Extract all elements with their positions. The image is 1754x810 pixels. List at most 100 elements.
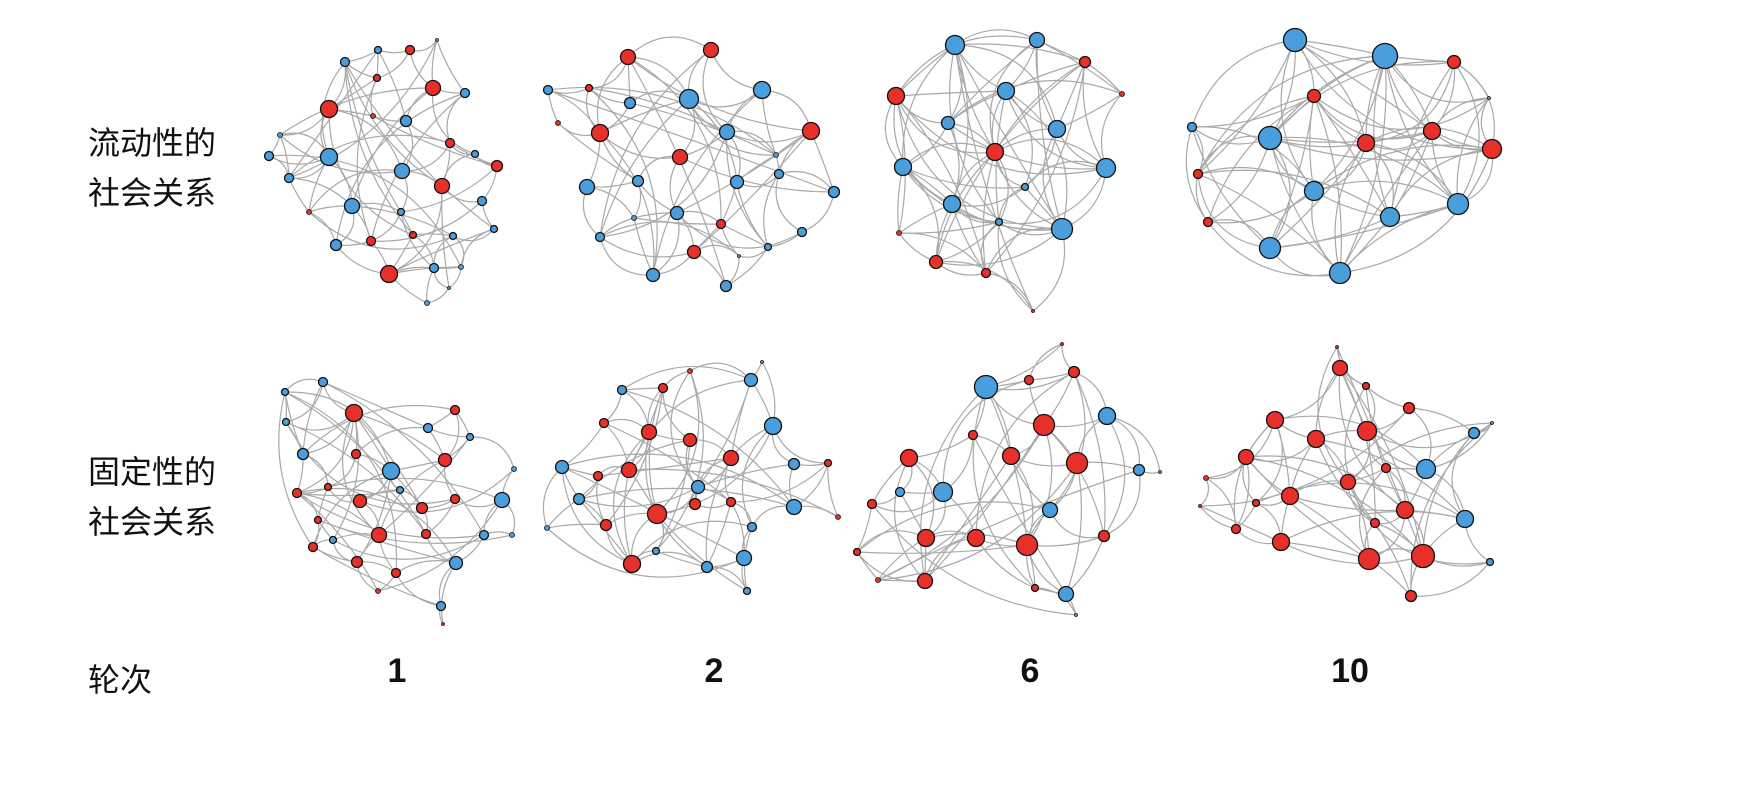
edge <box>895 95 987 274</box>
edge <box>877 469 1140 581</box>
edge <box>1197 173 1341 274</box>
red-node <box>1369 517 1381 529</box>
edge <box>676 212 803 249</box>
edge <box>720 223 769 248</box>
edge <box>1374 522 1412 597</box>
edge <box>351 205 454 237</box>
edge <box>1453 61 1480 205</box>
edge <box>627 56 812 132</box>
red-node <box>1001 446 1021 466</box>
blue-node <box>280 387 290 397</box>
edge <box>599 132 655 276</box>
red-node <box>350 448 362 460</box>
edge <box>327 477 503 501</box>
edge <box>1005 90 1068 230</box>
edge <box>621 387 664 391</box>
edge <box>1197 39 1296 175</box>
edge <box>312 546 442 607</box>
edge <box>935 228 1063 266</box>
edge <box>599 236 654 276</box>
edge <box>902 166 1063 231</box>
edge <box>1456 97 1490 205</box>
edge <box>951 203 1063 231</box>
edge <box>561 466 633 565</box>
edge <box>951 44 969 205</box>
red-node <box>1271 532 1291 552</box>
edge <box>1197 55 1386 175</box>
edge <box>547 89 559 124</box>
edge <box>1269 203 1459 249</box>
edge <box>761 361 776 427</box>
edge <box>308 211 454 250</box>
red-node <box>590 123 610 143</box>
blue-node <box>690 479 706 495</box>
edge <box>1431 97 1490 132</box>
blue-node <box>893 157 913 177</box>
blue-node <box>1257 125 1283 151</box>
edge <box>322 381 485 536</box>
edge <box>561 453 795 508</box>
red-node <box>291 487 303 499</box>
blue-node <box>448 231 458 241</box>
edge <box>877 424 1045 581</box>
red-node <box>966 528 986 548</box>
red-node <box>352 493 368 509</box>
edge <box>412 234 435 269</box>
edge <box>296 492 485 539</box>
edge <box>688 89 763 108</box>
red-node <box>390 567 402 579</box>
edge <box>1336 346 1424 557</box>
red-node <box>598 417 610 429</box>
edge <box>308 211 337 246</box>
blue-node <box>396 207 406 217</box>
edge <box>1207 190 1315 224</box>
edge <box>546 527 745 578</box>
red-node <box>646 503 668 525</box>
edge <box>322 381 429 429</box>
edge <box>426 267 435 304</box>
blue-node <box>1328 261 1352 285</box>
edge <box>997 221 1034 312</box>
blue-node <box>796 226 808 238</box>
edge <box>741 425 774 528</box>
red-node <box>1306 88 1322 104</box>
edge <box>344 61 495 230</box>
edge <box>697 379 752 488</box>
edge <box>810 130 835 193</box>
blue-node <box>329 238 343 252</box>
blue-node <box>489 224 499 234</box>
edge <box>599 98 690 238</box>
edge <box>919 386 987 582</box>
edge <box>652 212 680 276</box>
blue-node <box>459 87 471 99</box>
edge <box>623 469 633 565</box>
edge <box>1313 144 1493 192</box>
blue-node <box>493 491 511 509</box>
edge <box>285 381 324 423</box>
edge <box>1191 126 1271 249</box>
edge <box>801 191 835 233</box>
edge <box>972 386 1036 589</box>
edge <box>1347 481 1491 565</box>
edge <box>1313 55 1386 192</box>
blue-node <box>631 215 637 221</box>
blue-node <box>277 132 283 138</box>
edge <box>628 379 752 471</box>
edge <box>285 412 355 431</box>
edge <box>954 44 1063 230</box>
blue-node <box>1020 182 1030 192</box>
blue-node <box>787 457 801 471</box>
red-node <box>671 148 689 166</box>
red-node <box>1380 462 1392 474</box>
red-node <box>1339 473 1357 491</box>
edge <box>1294 39 1433 132</box>
red-node <box>1331 359 1349 377</box>
edge <box>370 200 483 242</box>
blue-node <box>509 532 515 538</box>
blue-node <box>669 205 685 221</box>
edge <box>652 89 763 276</box>
edge <box>694 425 774 505</box>
blue-node <box>317 376 329 388</box>
edge <box>599 98 690 134</box>
edge <box>1036 39 1123 95</box>
